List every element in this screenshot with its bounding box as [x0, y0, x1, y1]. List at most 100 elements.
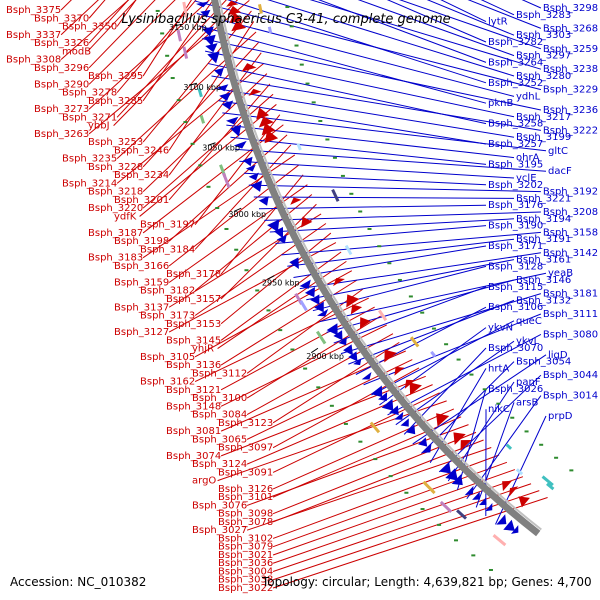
right-gene-label: Bsph_3221 [516, 193, 571, 204]
map-title: Lysinibacillus sphaericus C3-41, complet… [121, 12, 450, 27]
gene-labels: Bsph_3375Bsph_3370Bsph_3350Bsph_3337Bsph… [6, 3, 598, 594]
right-connector [234, 148, 547, 172]
left-gene-label: Bsph_3290 [34, 79, 89, 90]
left-connector [116, 0, 227, 118]
right-connector [287, 238, 515, 267]
feature-block [267, 26, 273, 34]
forward-gene-arrow [511, 525, 519, 534]
forward-gene-arrow [451, 474, 463, 486]
right-connector [357, 0, 515, 57]
feature-block [439, 500, 453, 513]
reverse-gene-arrow [226, 0, 239, 7]
right-gene-label: Bsph_3176 [488, 200, 543, 211]
left-gene-label: Bsph_3375 [6, 5, 61, 16]
left-connector [220, 324, 387, 407]
left-gene-label: Bsph_3105 [140, 352, 195, 363]
forward-gene-arrow [333, 330, 343, 341]
feature-block [515, 468, 524, 476]
right-connector [248, 184, 541, 193]
right-gene-label: Bsph_3208 [543, 207, 598, 218]
forward-gene-arrow [221, 100, 234, 110]
forward-gene-arrow [304, 287, 316, 298]
outer-guide-dot [373, 458, 378, 461]
left-gene-label: Bsph_3220 [88, 203, 143, 214]
left-connector [246, 315, 381, 399]
left-gene-label: Bsph_3084 [192, 410, 247, 421]
outer-guide-dot [471, 554, 476, 557]
tick-mark [266, 275, 275, 280]
reverse-gene-arrow [460, 439, 472, 451]
outer-guide-dot [303, 367, 308, 370]
left-gene-label: Bsph_3296 [34, 63, 89, 74]
left-connector [272, 469, 516, 556]
feature-block [182, 1, 189, 18]
label-connectors [60, 0, 548, 589]
reverse-gene-arrow [502, 480, 512, 492]
forward-gene-arrow [258, 196, 269, 206]
left-gene-label: Bsph_3295 [88, 71, 143, 82]
outer-guide-dot [343, 422, 348, 425]
inner-guide-dot [340, 174, 345, 177]
right-connector [386, 0, 487, 43]
outer-guide-dot [170, 77, 175, 80]
left-gene-label: Bsph_3157 [166, 294, 221, 305]
inner-guide-dot [325, 138, 330, 141]
forward-gene-arrow [273, 227, 284, 239]
forward-gene-arrow [205, 43, 218, 53]
right-gene-label: Bsph_3195 [488, 159, 543, 170]
outer-guide-dot [160, 32, 165, 35]
left-connector [116, 0, 197, 93]
feature-block [222, 172, 231, 188]
right-gene-label: Bsph_3070 [488, 343, 543, 354]
outer-guide-dot [266, 309, 271, 312]
left-connector [142, 0, 192, 77]
forward-gene-arrow [338, 337, 347, 346]
outer-guide-dot [255, 289, 260, 292]
right-connector [202, 38, 542, 111]
right-gene-label: Bsph_3111 [543, 309, 598, 320]
left-connector [194, 223, 327, 316]
left-gene-label: Bsph_3278 [62, 88, 117, 99]
inner-guide-dot [539, 443, 544, 446]
right-gene-label: Bsph_3014 [543, 391, 598, 402]
right-gene-label: dacF [548, 166, 572, 177]
inner-guide-dot [431, 327, 436, 330]
right-gene-label: queC [516, 316, 542, 327]
feature-block [197, 88, 203, 98]
inner-guide-dot [387, 262, 392, 265]
left-gene-label: Bsph_3136 [166, 360, 221, 371]
right-connector [196, 13, 515, 97]
right-connector [227, 0, 487, 84]
feature-block [409, 336, 420, 348]
right-connector [194, 0, 542, 91]
left-connector [272, 341, 400, 424]
inner-guide-dot [285, 6, 290, 9]
left-gene-label: Bsph_3038 [218, 575, 273, 586]
genome-backbone [211, 0, 542, 537]
right-gene-label: Bsph_3252 [488, 78, 543, 89]
right-connector [363, 313, 542, 386]
feature-block [456, 509, 468, 520]
right-gene-label: nikC [488, 404, 510, 415]
forward-gene-arrow [250, 180, 263, 192]
left-connector [272, 476, 524, 564]
right-connector [205, 50, 515, 118]
outer-guide-dot [329, 404, 334, 407]
left-gene-label: Bsph_3235 [62, 154, 117, 165]
reverse-gene-arrow [301, 216, 313, 228]
reverse-gene-arrow [509, 486, 519, 497]
right-gene-label: Bsph_3192 [543, 187, 598, 198]
left-gene-label: Bsph_3021 [218, 550, 273, 561]
right-gene-label: Bsph_3236 [543, 105, 598, 116]
left-gene-label: Bsph_3182 [140, 286, 195, 297]
forward-gene-arrow [348, 351, 358, 362]
left-connector [217, 400, 447, 482]
outer-guide-dot [176, 99, 181, 102]
forward-gene-arrow [418, 437, 428, 447]
forward-gene-arrow [405, 424, 416, 435]
right-gene-label: lytR [488, 17, 508, 28]
left-connector [142, 0, 214, 102]
right-gene-label: Bsph_3202 [488, 180, 543, 191]
inner-guide-dot [377, 245, 382, 248]
